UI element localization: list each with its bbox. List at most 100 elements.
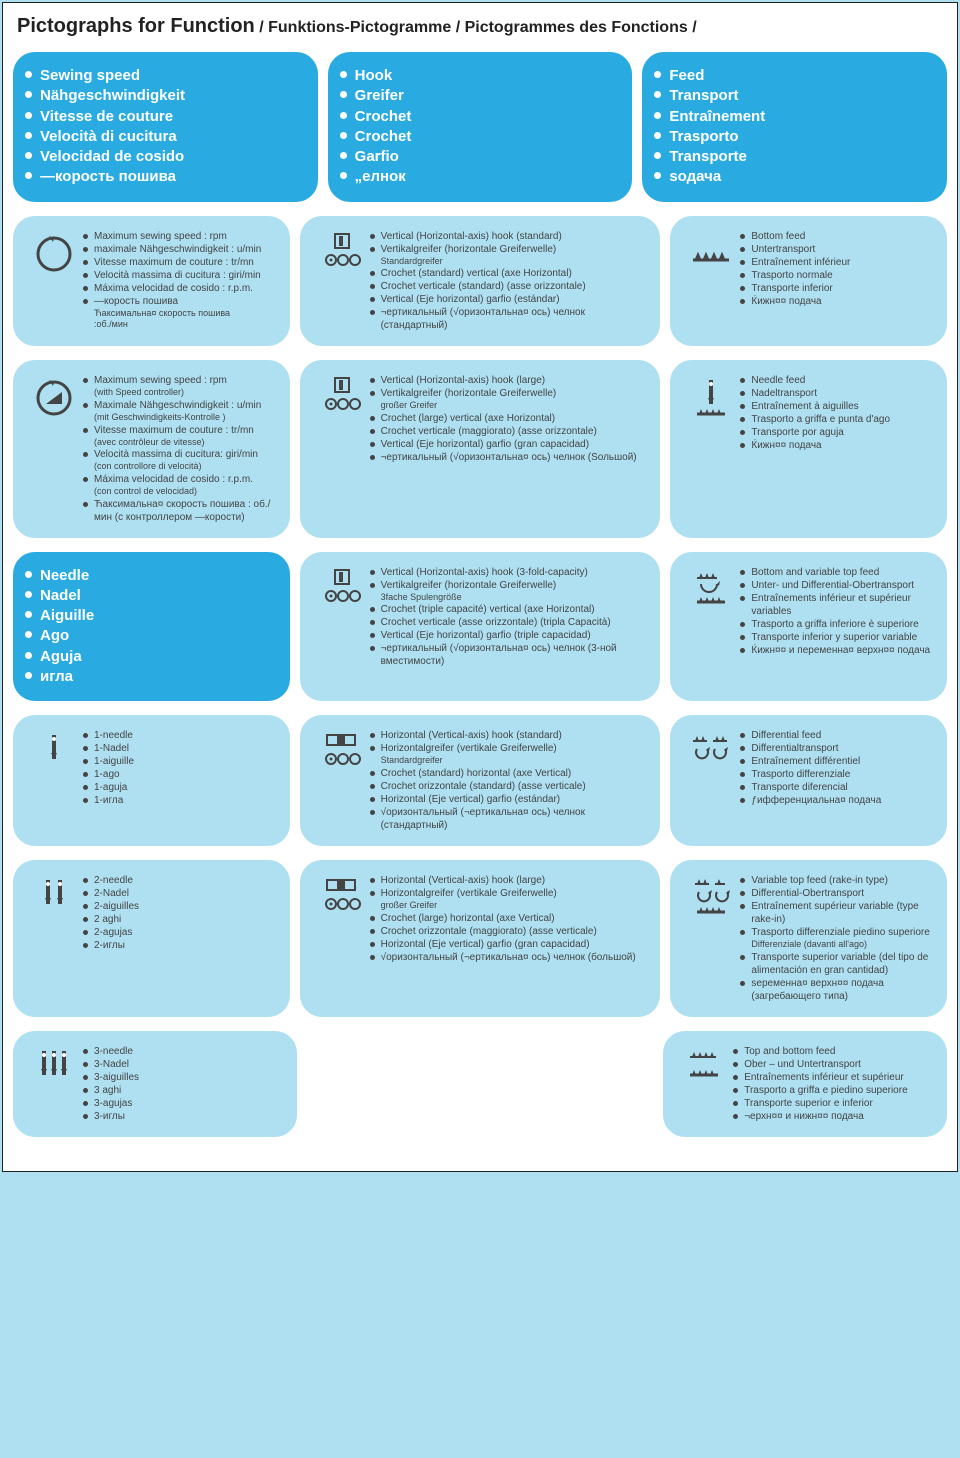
bullet-icon <box>370 429 375 434</box>
entry: Velocità massima di cucitura : giri/min <box>83 269 278 282</box>
entry-text: Entraînement supérieur variable (type ra… <box>751 900 935 926</box>
entry-text: Vitesse de couture <box>40 107 306 127</box>
bullet-icon <box>740 746 745 751</box>
entry: 1-needle <box>83 729 278 742</box>
bullet-icon <box>740 378 745 383</box>
entry-text: 1-needle <box>94 729 278 742</box>
entry-text: Trasporto differenziale <box>751 768 935 781</box>
entry-text: Vertical (Eje horizontal) garfio (gran c… <box>381 438 649 451</box>
entry-text: „елнок <box>355 167 621 187</box>
entry: 1-ago <box>83 768 278 781</box>
bullet-icon <box>733 1075 738 1080</box>
entry: Aiguille <box>25 606 278 626</box>
entry: Needle <box>25 566 278 586</box>
bullet-icon <box>370 455 375 460</box>
entry-text: √оризонтальный (¬ертикальна¤ ось) челнок… <box>381 951 649 964</box>
entry-text: Vertical (Horizontal-axis) hook (large) <box>381 374 649 387</box>
entry-text: 1-ago <box>94 768 278 781</box>
bullet-icon <box>740 299 745 304</box>
bullet-icon <box>740 596 745 601</box>
entry: Ћаксимальна¤ скорость пошива : об./мин (… <box>83 498 278 524</box>
needle-teeth-icon <box>682 374 740 418</box>
card-speed_max: Maximum sewing speed : rpmmaximale Nähge… <box>13 216 290 347</box>
hook-v-icon <box>312 374 370 418</box>
entry-text: Transporte por aguja <box>751 426 935 439</box>
entry: Vertikalgreifer (horizontale Greiferwell… <box>370 579 649 604</box>
entry-text: Ќижн¤¤ подача <box>751 295 935 308</box>
bv-feed-icon <box>682 566 740 610</box>
grid: Sewing speedNähgeschwindigkeitVitesse de… <box>13 52 947 1137</box>
entry-text: Trasporto <box>669 127 935 147</box>
entry: 2-иглы <box>83 939 278 952</box>
entry-text: 3-agujas <box>94 1097 285 1110</box>
entry-text: maximale Nähgeschwindigkeit : u/min <box>94 243 278 256</box>
entry: Máxima velocidad de cosido : r.p.m. <box>83 282 278 295</box>
entry: Nähgeschwindigkeit <box>25 86 306 106</box>
entry-text: —корость пошиваЋаксимальна¤ скорость пош… <box>94 295 278 331</box>
entry: ¬ертикальный (√оризонтальна¤ ось) челнок… <box>370 642 649 668</box>
bullet-icon <box>733 1114 738 1119</box>
bullet-icon <box>25 591 32 598</box>
entry-text: Garfio <box>355 147 621 167</box>
entry-text: Máxima velocidad de cosido : r.p.m. <box>94 282 278 295</box>
bullet-icon <box>83 1062 88 1067</box>
entry-text: Máxima velocidad de cosido : r.p.m.(con … <box>94 473 278 498</box>
entry-text: Vertikalgreifer (horizontale Greiferwell… <box>381 387 649 412</box>
teeth-icon <box>682 230 740 274</box>
bullet-icon <box>25 132 32 139</box>
entry: Hook <box>340 66 621 86</box>
entry: Transporte superior variable (del tipo d… <box>740 951 935 977</box>
bullet-icon <box>83 930 88 935</box>
bullet-icon <box>740 260 745 265</box>
bullet-icon <box>370 784 375 789</box>
bullet-icon <box>740 785 745 790</box>
entry-text: 2 aghi <box>94 913 278 926</box>
entry: Ќижн¤¤ подача <box>740 439 935 452</box>
bullet-icon <box>733 1062 738 1067</box>
bullet-icon <box>740 878 745 883</box>
bullet-icon <box>83 772 88 777</box>
entry: 3-Nadel <box>83 1058 285 1071</box>
entry-text: Needle <box>40 566 278 586</box>
entry-text: Trasporto normale <box>751 269 935 282</box>
bullet-icon <box>370 416 375 421</box>
diff-feed-icon <box>682 729 740 773</box>
page: Pictographs for Function / Funktions-Pic… <box>2 2 958 1172</box>
entry-text: Transporte inferior y superior variable <box>751 631 935 644</box>
entry: Vertical (Eje horizontal) garfio (triple… <box>370 629 649 642</box>
entry-text: Sewing speed <box>40 66 306 86</box>
title-main: Pictographs for Function <box>17 15 255 37</box>
entry: 3-needle <box>83 1045 285 1058</box>
entry: 2 aghi <box>83 913 278 926</box>
entry-text: Aiguille <box>40 606 278 626</box>
bullet-icon <box>733 1101 738 1106</box>
bullet-icon <box>370 891 375 896</box>
row: Sewing speedNähgeschwindigkeitVitesse de… <box>13 52 947 202</box>
hook-h-icon <box>312 874 370 918</box>
entry: Bottom and variable top feed <box>740 566 935 579</box>
bullet-icon <box>654 91 661 98</box>
entry-text: Trasporto a griffa e piedino superiore <box>744 1084 935 1097</box>
entry-text: Horizontal (Eje vertical) garfio (gran c… <box>381 938 649 951</box>
entry: Crochet orizzontale (standard) (asse ver… <box>370 780 649 793</box>
entry-text: Crochet verticale (maggiorato) (asse ori… <box>381 425 649 438</box>
card-feed_tb: Top and bottom feedOber – und Untertrans… <box>663 1031 947 1137</box>
entry: игла <box>25 667 278 687</box>
entry: ѕодача <box>654 167 935 187</box>
entry-text: Differential-Obertransport <box>751 887 935 900</box>
entry-text: Unter- und Differential-Obertransport <box>751 579 935 592</box>
entry-text: Bottom feed <box>751 230 935 243</box>
bullet-icon <box>83 1075 88 1080</box>
entry-text: 3-Nadel <box>94 1058 285 1071</box>
entry: Ober – und Untertransport <box>733 1058 935 1071</box>
card-hook_hlarge: Horizontal (Vertical-axis) hook (large)H… <box>300 860 661 1017</box>
entry-text: Crochet (large) vertical (axe Horizontal… <box>381 412 649 425</box>
entry-text: Velocità massima di cucitura : giri/min <box>94 269 278 282</box>
bullet-icon <box>83 234 88 239</box>
entry-text: Transporte inferior <box>751 282 935 295</box>
bullet-icon <box>740 635 745 640</box>
entry: Vertical (Horizontal-axis) hook (standar… <box>370 230 649 243</box>
card-speed_ctrl: Maximum sewing speed : rpm(with Speed co… <box>13 360 290 537</box>
entry-text: Vertical (Horizontal-axis) hook (3-fold-… <box>381 566 649 579</box>
entry: Bottom feed <box>740 230 935 243</box>
